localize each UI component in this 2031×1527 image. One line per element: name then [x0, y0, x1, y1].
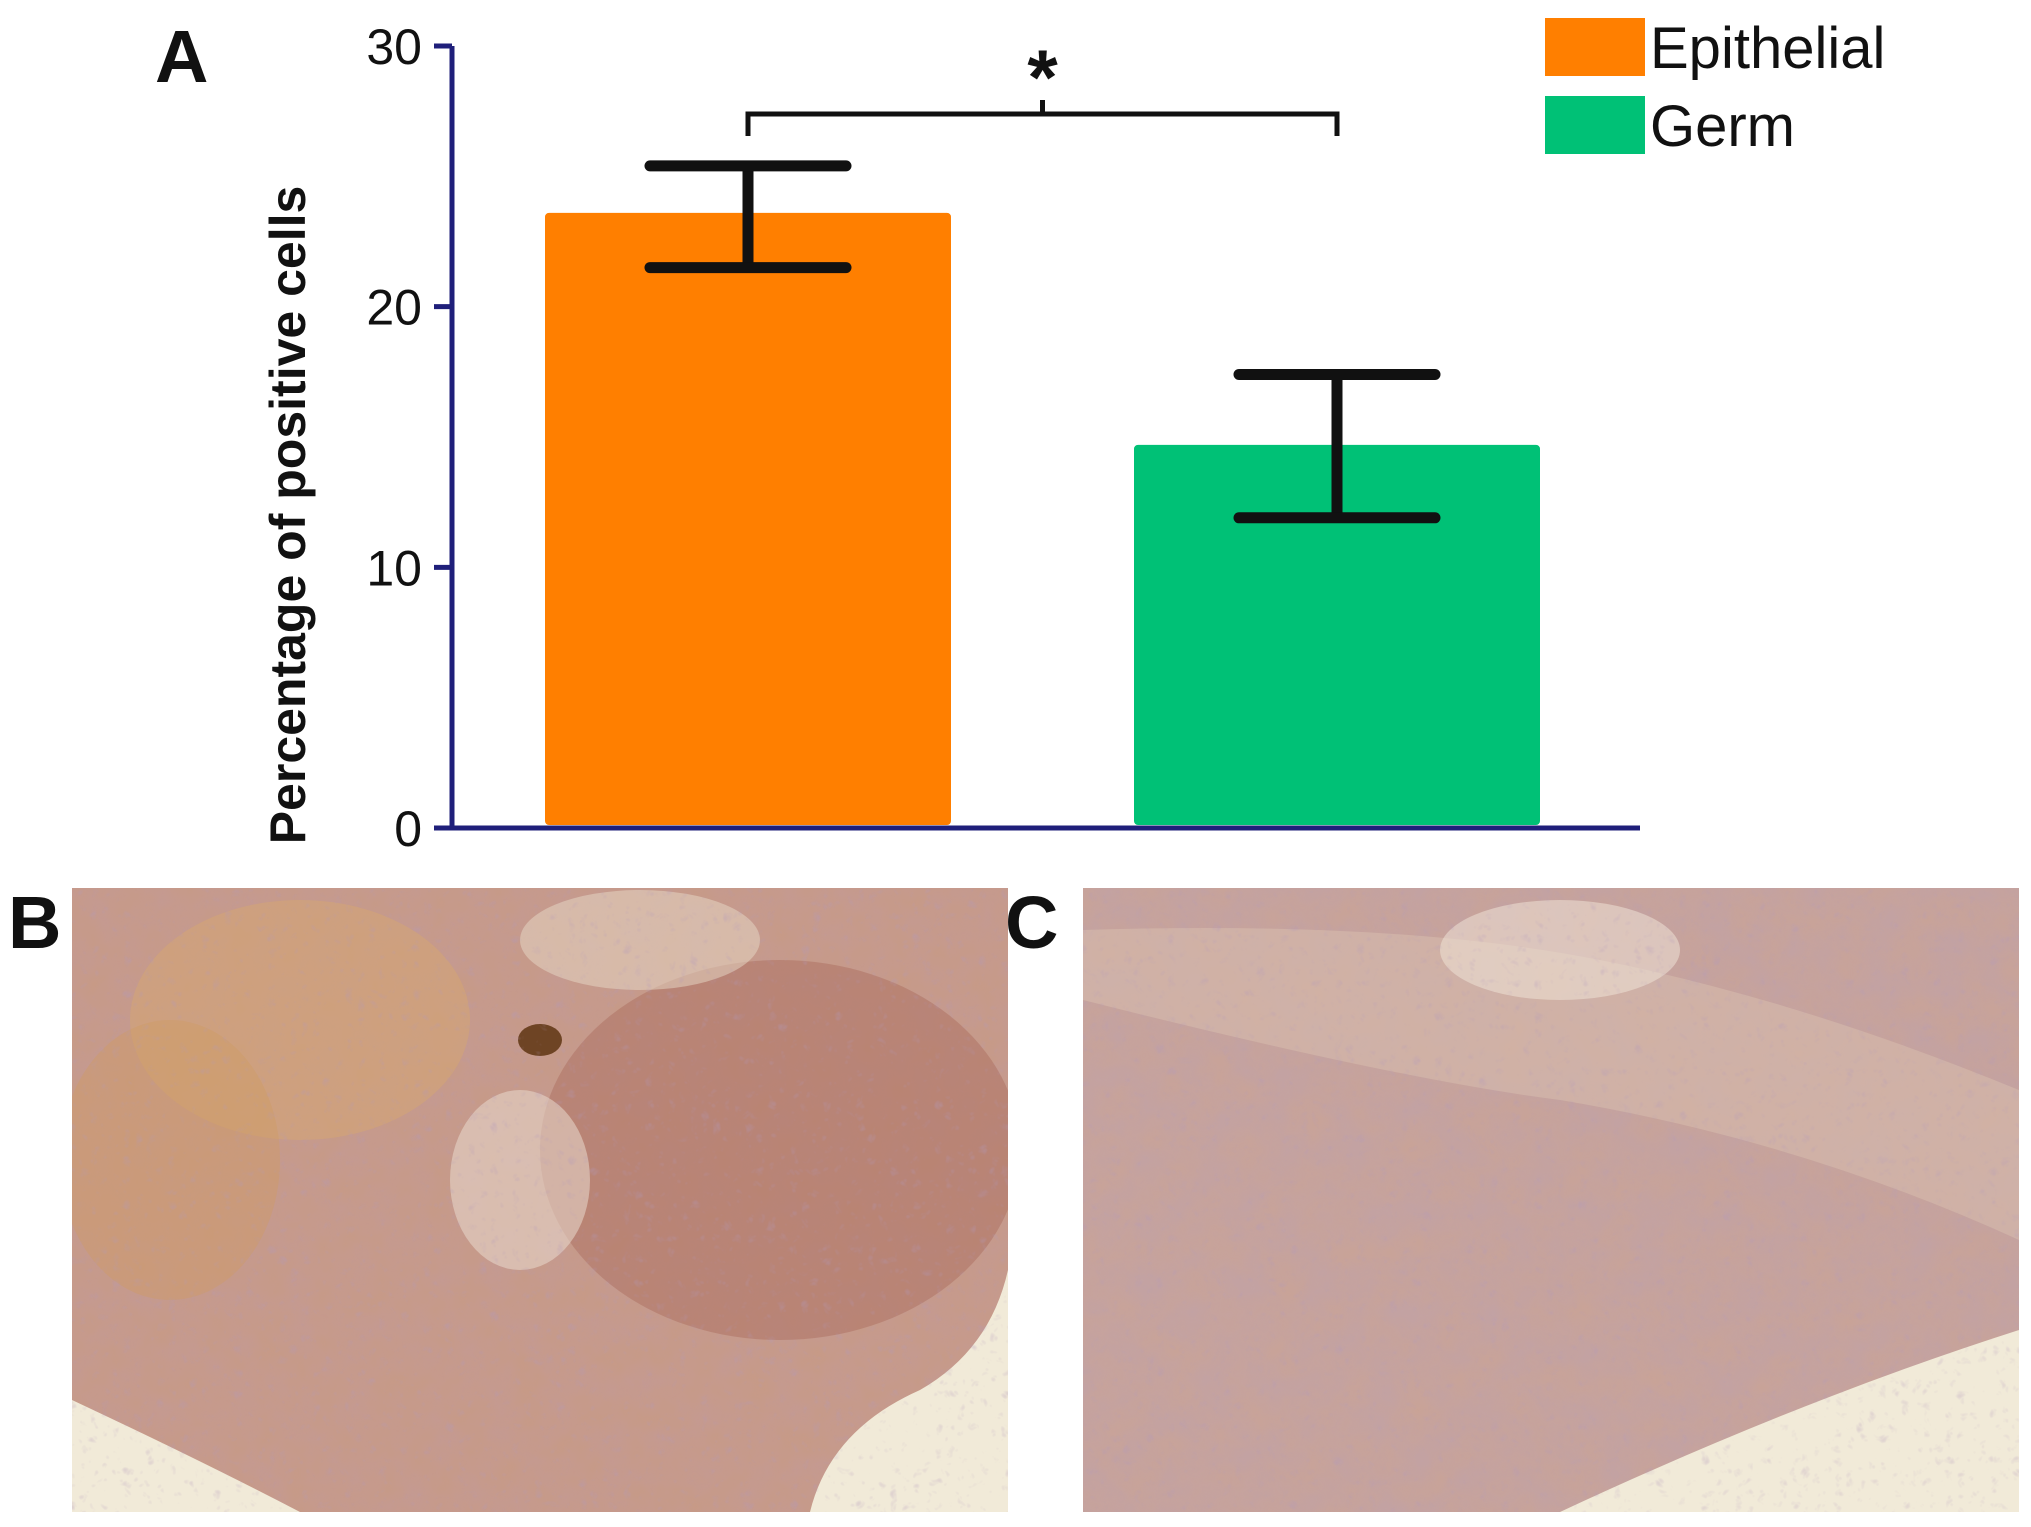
panel-b-label: B: [8, 881, 61, 964]
panel-c-label: C: [1005, 881, 1058, 964]
legend-label-germ: Germ: [1650, 94, 1795, 159]
legend-swatch-epithelial: [1545, 18, 1645, 76]
y-ticks: 0 10 20 30: [366, 19, 452, 857]
micrograph-b: [72, 888, 1008, 1512]
bar-germ: [1134, 444, 1540, 825]
error-bars: [644, 160, 1441, 524]
panel-a-label: A: [155, 15, 208, 98]
y-tick-label: 20: [366, 280, 422, 336]
legend: Epithelial Germ: [1545, 16, 1885, 159]
significance-bracket: *: [745, 33, 1340, 136]
y-tick-label: 0: [394, 801, 422, 857]
y-axis-title: Percentage of positive cells: [260, 186, 316, 845]
micrograph-c: [1083, 888, 2019, 1512]
significance-star: *: [1027, 33, 1058, 121]
bracket-line: [745, 100, 1340, 136]
legend-swatch-germ: [1545, 96, 1645, 154]
bars: [545, 212, 1540, 825]
legend-label-epithelial: Epithelial: [1650, 16, 1885, 81]
y-tick-label: 30: [366, 19, 422, 75]
bar-epithelial: [545, 212, 951, 825]
y-tick-label: 10: [366, 540, 422, 596]
